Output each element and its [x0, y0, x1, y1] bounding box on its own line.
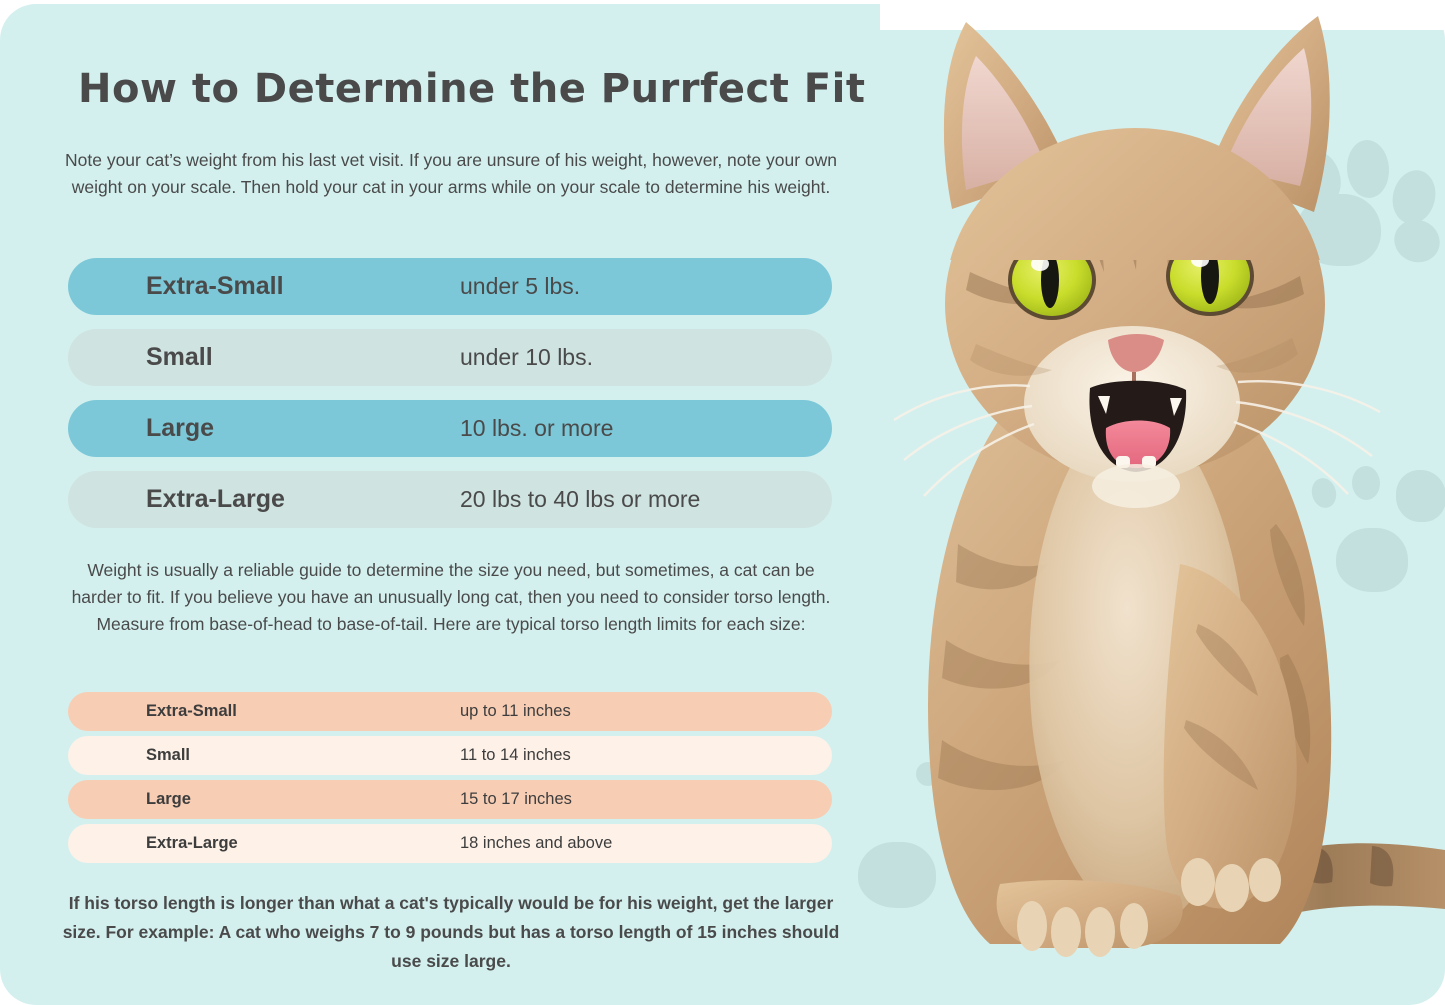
weight-row-size: Small	[146, 343, 213, 371]
table-row: Large 10 lbs. or more	[68, 400, 832, 457]
weight-row-range: under 10 lbs.	[460, 344, 593, 370]
torso-length-table: Extra-Small up to 11 inches Small 11 to …	[68, 692, 832, 868]
torso-row-size: Extra-Large	[146, 834, 238, 852]
intro-paragraph: Note your cat’s weight from his last vet…	[65, 150, 837, 197]
page-title: How to Determine the Purrfect Fit	[78, 66, 866, 112]
panel-top-white-strip	[880, 0, 1445, 30]
weight-row-size: Extra-Small	[146, 272, 284, 300]
torso-row-range: 15 to 17 inches	[460, 790, 572, 808]
text-column: How to Determine the Purrfect Fit Note y…	[0, 4, 900, 1005]
table-row: Small 11 to 14 inches	[68, 736, 832, 775]
table-row: Small under 10 lbs.	[68, 329, 832, 386]
table-row: Large 15 to 17 inches	[68, 780, 832, 819]
bottom-paragraph: If his torso length is longer than what …	[62, 893, 840, 971]
table-row: Extra-Large 20 lbs to 40 lbs or more	[68, 471, 832, 528]
weight-row-range: 10 lbs. or more	[460, 415, 614, 441]
weight-size-table: Extra-Small under 5 lbs. Small under 10 …	[68, 258, 832, 542]
torso-row-range: 18 inches and above	[460, 834, 613, 852]
torso-row-range: 11 to 14 inches	[460, 746, 571, 764]
table-row: Extra-Large 18 inches and above	[68, 824, 832, 863]
weight-row-size: Extra-Large	[146, 485, 285, 513]
paw-print-icon	[1308, 456, 1445, 606]
paw-print-icon	[1290, 134, 1445, 304]
table-row: Extra-Small under 5 lbs.	[68, 258, 832, 315]
middle-paragraph: Weight is usually a reliable guide to de…	[71, 560, 831, 634]
weight-row-range: under 5 lbs.	[460, 273, 581, 299]
torso-row-range: up to 11 inches	[460, 702, 571, 720]
table-row: Extra-Small up to 11 inches	[68, 692, 832, 731]
weight-row-size: Large	[146, 414, 215, 442]
torso-row-size: Large	[146, 790, 191, 808]
torso-row-size: Extra-Small	[146, 702, 237, 720]
torso-row-size: Small	[146, 746, 191, 764]
weight-row-range: 20 lbs to 40 lbs or more	[460, 486, 701, 512]
teal-panel: How to Determine the Purrfect Fit Note y…	[0, 4, 1445, 1005]
